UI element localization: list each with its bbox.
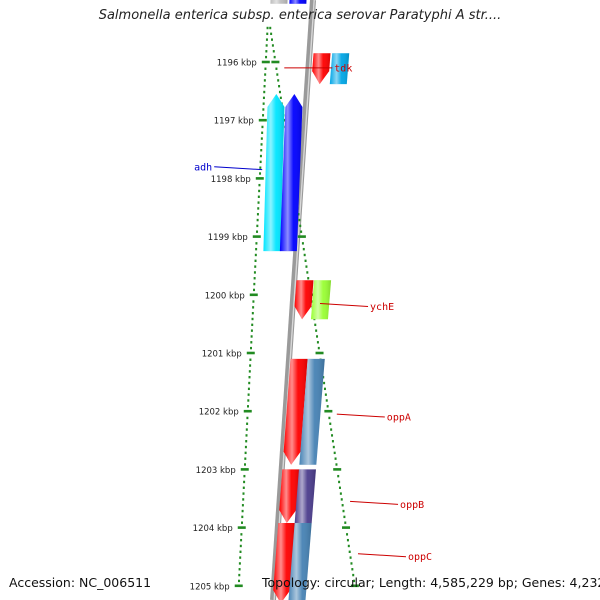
gene-label-oppA: oppA [387, 413, 411, 424]
scale-label: 1203 kbp [196, 466, 236, 476]
scale-label: 1202 kbp [199, 408, 239, 418]
map-title: Salmonella enterica subsp. enterica sero… [98, 8, 502, 23]
feature-shading [270, 0, 288, 4]
gene-label-ychE: ychE [370, 302, 394, 313]
scale-label: 1197 kbp [214, 117, 254, 127]
feature-shading [294, 469, 316, 523]
feature-shading [273, 522, 296, 600]
feature-shading [289, 0, 307, 4]
gene-leader-line [214, 166, 263, 171]
accession-text: Accession: NC_006511 [9, 575, 152, 590]
scale-label: 1204 kbp [193, 524, 233, 534]
gene-leader-line [320, 303, 369, 307]
feature-shading [263, 94, 285, 252]
feature-shading [329, 53, 350, 85]
gene-leader-line [357, 553, 407, 558]
gene-label-oppB: oppB [400, 500, 424, 511]
feature-shading [299, 358, 325, 465]
gene-label-adh: adh [194, 162, 212, 173]
scale-label: 1198 kbp [211, 175, 251, 185]
gene-label-tdk: tdk [334, 63, 352, 74]
backbone-outer [270, 0, 316, 600]
gene-leader-line [336, 413, 385, 418]
feature-shading [279, 469, 300, 523]
scale-label: 1196 kbp [217, 59, 257, 69]
scale-label: 1205 kbp [190, 582, 230, 592]
scale-label: 1200 kbp [205, 291, 245, 301]
gene-label-oppC: oppC [408, 552, 432, 563]
scale-label: 1199 kbp [208, 233, 248, 243]
feature-shading [288, 522, 312, 600]
genome-stats-text: Topology: circular; Length: 4,585,229 bp… [262, 575, 600, 590]
feature-shading [310, 280, 332, 320]
scale-label: 1201 kbp [202, 350, 242, 360]
feature-shading [312, 53, 331, 85]
feature-shading [279, 94, 303, 252]
gene-leader-line [350, 500, 399, 505]
feature-shading [294, 280, 314, 320]
